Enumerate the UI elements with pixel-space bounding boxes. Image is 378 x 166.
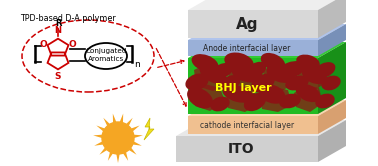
Ellipse shape (314, 62, 335, 78)
Polygon shape (226, 86, 258, 112)
Polygon shape (318, 120, 346, 162)
Polygon shape (228, 64, 262, 92)
Polygon shape (194, 63, 227, 91)
Polygon shape (318, 24, 346, 56)
Polygon shape (188, 0, 346, 10)
Polygon shape (120, 114, 123, 123)
Polygon shape (96, 125, 105, 131)
Ellipse shape (244, 93, 266, 111)
Polygon shape (188, 42, 346, 58)
Polygon shape (263, 63, 296, 91)
Polygon shape (131, 125, 139, 131)
Ellipse shape (210, 97, 230, 111)
Polygon shape (188, 116, 318, 134)
Ellipse shape (261, 53, 285, 71)
Polygon shape (103, 118, 110, 126)
Ellipse shape (246, 62, 266, 78)
Ellipse shape (211, 63, 233, 79)
Text: cathode interfacial layer: cathode interfacial layer (200, 121, 294, 129)
Text: Conjugated
Aromatics: Conjugated Aromatics (85, 48, 127, 62)
Polygon shape (144, 118, 154, 140)
Polygon shape (318, 0, 346, 38)
Text: N: N (54, 26, 62, 35)
Ellipse shape (185, 73, 209, 91)
Ellipse shape (296, 84, 320, 102)
Polygon shape (188, 100, 346, 116)
Ellipse shape (315, 94, 335, 108)
Polygon shape (113, 114, 116, 123)
Ellipse shape (266, 65, 293, 83)
Text: O: O (68, 40, 76, 48)
Polygon shape (176, 120, 346, 136)
Ellipse shape (259, 84, 285, 104)
Ellipse shape (302, 66, 326, 84)
Ellipse shape (251, 74, 275, 92)
Polygon shape (116, 154, 120, 163)
Ellipse shape (231, 63, 263, 83)
Text: TPD-based D-A polymer: TPD-based D-A polymer (20, 13, 116, 23)
Polygon shape (318, 100, 346, 134)
Ellipse shape (279, 94, 301, 108)
Polygon shape (123, 152, 128, 161)
Polygon shape (99, 147, 107, 155)
Polygon shape (188, 58, 318, 114)
Text: S: S (55, 72, 61, 81)
Text: R: R (55, 19, 61, 28)
Ellipse shape (296, 55, 320, 69)
Ellipse shape (277, 61, 304, 79)
Polygon shape (129, 147, 136, 155)
Polygon shape (188, 10, 318, 38)
Circle shape (102, 122, 134, 154)
Ellipse shape (224, 52, 254, 72)
Polygon shape (134, 135, 143, 138)
Polygon shape (176, 136, 318, 162)
Text: ITO: ITO (228, 142, 254, 156)
Polygon shape (126, 118, 133, 126)
Text: n: n (134, 59, 140, 69)
Ellipse shape (200, 64, 226, 84)
Polygon shape (318, 42, 346, 114)
Ellipse shape (187, 87, 213, 108)
Polygon shape (93, 135, 102, 138)
Text: Anode interfacial layer: Anode interfacial layer (203, 43, 291, 52)
Polygon shape (297, 63, 328, 90)
Polygon shape (193, 84, 225, 111)
Ellipse shape (285, 76, 309, 90)
Polygon shape (260, 87, 292, 112)
Polygon shape (188, 24, 346, 40)
Text: O: O (39, 40, 47, 48)
Polygon shape (294, 85, 323, 112)
Polygon shape (188, 40, 318, 56)
Ellipse shape (321, 76, 341, 90)
Ellipse shape (220, 75, 240, 91)
Text: Ag: Ag (236, 16, 258, 32)
Ellipse shape (192, 54, 218, 72)
Polygon shape (133, 141, 142, 146)
Polygon shape (94, 141, 104, 146)
Text: BHJ layer: BHJ layer (215, 83, 271, 93)
Ellipse shape (222, 85, 254, 103)
Polygon shape (108, 152, 113, 161)
